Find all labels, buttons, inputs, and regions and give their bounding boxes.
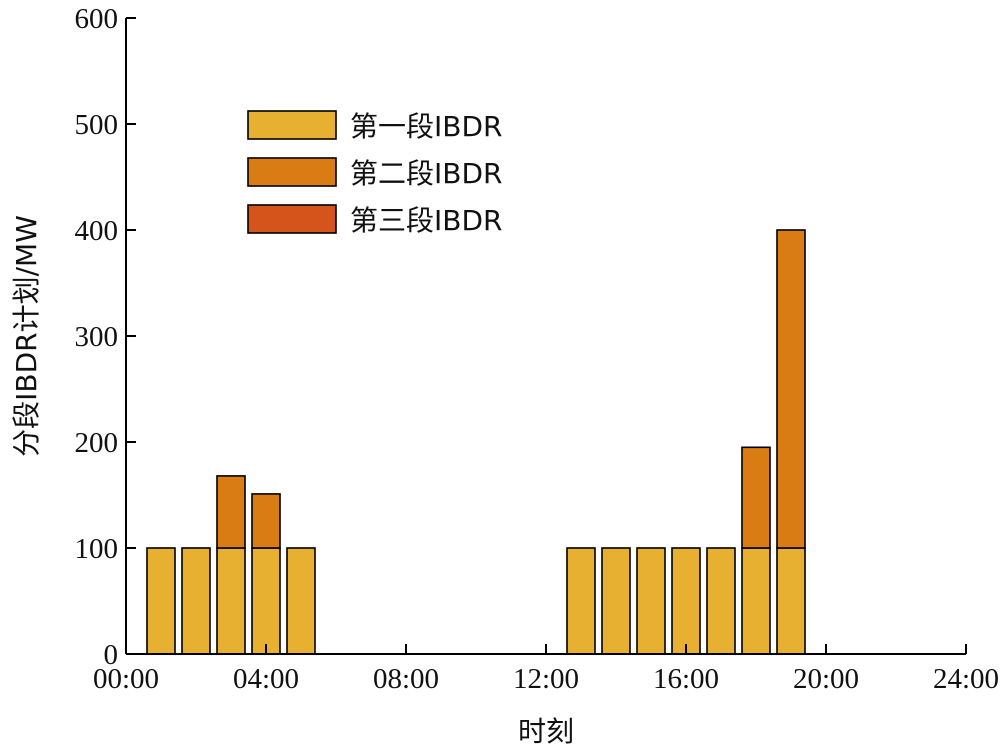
x-tick-label: 12:00 [513, 663, 579, 695]
y-ticks: 0 100 200 300 400 500 600 [75, 3, 136, 671]
bar-segment-series-1 [216, 547, 246, 655]
y-axis-title: 分段IBDR计划/MW [10, 215, 43, 457]
x-ticks: 00:00 04:00 08:00 12:00 16:00 20:00 24:00 [93, 644, 999, 695]
y-tick-label: 100 [75, 533, 119, 565]
bar-segment-series-1 [636, 547, 666, 655]
y-tick-label: 500 [75, 109, 119, 141]
bar-segment-series-1 [741, 547, 771, 655]
x-axis-title: 时刻 [518, 715, 574, 748]
bar-segment-series-1 [181, 547, 211, 655]
legend-label-series-1: 第一段IBDR [350, 110, 502, 143]
bar-segment-series-1 [146, 547, 176, 655]
bar-segment-series-1 [776, 547, 806, 655]
legend-swatch-series-3 [247, 204, 337, 234]
legend: 第一段IBDR 第二段IBDR 第三段IBDR [247, 110, 502, 237]
bar-segment-series-1 [601, 547, 631, 655]
legend-swatch-series-2 [247, 157, 337, 187]
x-tick-label: 20:00 [793, 663, 859, 695]
x-tick-label: 04:00 [233, 663, 299, 695]
bar-segment-series-1 [251, 547, 281, 655]
legend-label-series-3: 第三段IBDR [350, 204, 502, 237]
bar-segment-series-2 [776, 229, 806, 549]
bar-segment-series-1 [566, 547, 596, 655]
bar-segment-series-1 [671, 547, 701, 655]
bar-segment-series-1 [286, 547, 316, 655]
x-tick-label: 24:00 [933, 663, 999, 695]
bar-segment-series-2 [251, 493, 281, 549]
legend-label-series-2: 第二段IBDR [350, 157, 502, 190]
y-tick-label: 200 [75, 427, 119, 459]
bar-segment-series-2 [216, 475, 246, 549]
legend-swatch-series-1 [247, 110, 337, 140]
y-tick-label: 0 [104, 639, 119, 671]
y-tick-label: 400 [75, 215, 119, 247]
y-tick-label: 300 [75, 321, 119, 353]
x-tick-label: 16:00 [653, 663, 719, 695]
bar-segment-series-2 [741, 446, 771, 549]
y-tick-label: 600 [75, 3, 119, 35]
x-tick-label: 00:00 [93, 663, 159, 695]
bars-layer [146, 229, 806, 655]
x-tick-label: 08:00 [373, 663, 439, 695]
bar-segment-series-1 [706, 547, 736, 655]
